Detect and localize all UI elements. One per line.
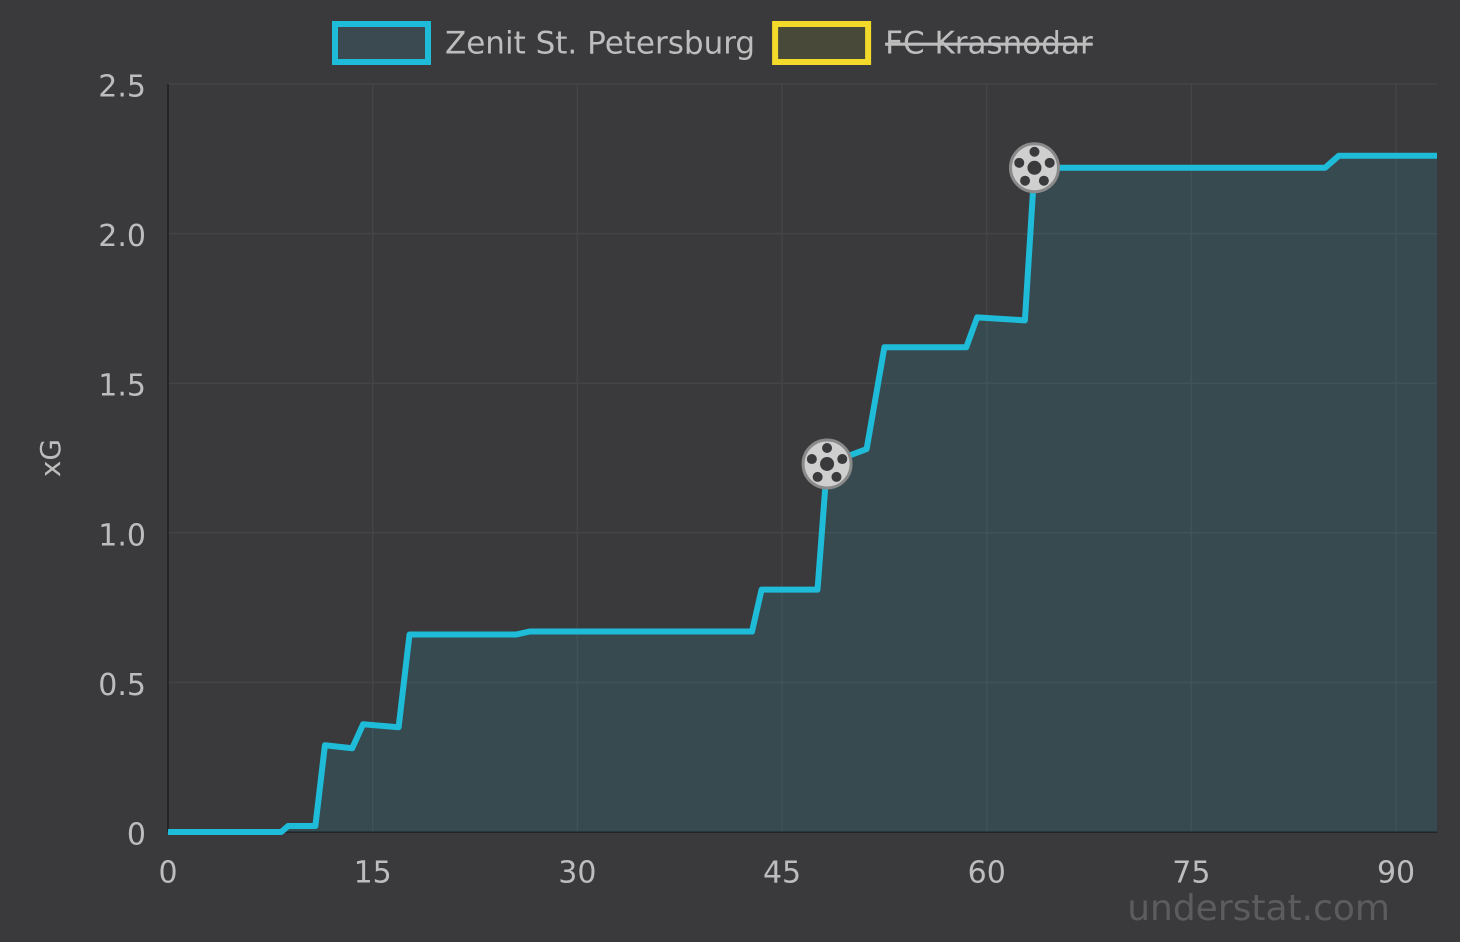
goal-marker-patch [837, 454, 848, 465]
goal-marker-patch [822, 442, 833, 453]
goal-marker-patch [806, 454, 817, 465]
legend-swatch [332, 21, 431, 65]
x-tick-label: 30 [558, 856, 596, 891]
goal-marker-patch [831, 471, 842, 482]
watermark: understat.com [1127, 888, 1390, 929]
y-tick-label: 1.0 [98, 518, 146, 553]
line [168, 152, 1437, 835]
legend-label[interactable]: Zenit St. Petersburg [445, 26, 755, 62]
x-tick-label: 15 [354, 856, 392, 891]
x-tick-label: 60 [968, 856, 1006, 891]
y-tick-label: 2.0 [98, 219, 146, 254]
x-tick-label: 0 [158, 856, 177, 891]
y-tick-label: 2.5 [98, 70, 146, 105]
goal-marker-patch [1044, 157, 1055, 168]
y-axis-label: xG [34, 439, 67, 477]
goal-marker-patch [812, 471, 823, 482]
y-tick-label: 0 [127, 818, 146, 853]
goal-marker-patch [1014, 157, 1025, 168]
area [168, 155, 1437, 833]
goal-marker-patch [1020, 175, 1031, 186]
y-tick-label: 0.5 [98, 668, 146, 703]
goal-marker-patch [1038, 175, 1049, 186]
x-tick-label: 90 [1377, 856, 1415, 891]
legend-label[interactable]: FC Krasnodar [885, 26, 1093, 62]
y-tick-label: 1.5 [98, 369, 146, 404]
legend-swatch [772, 21, 872, 65]
x-tick-label: 45 [763, 856, 801, 891]
x-tick-label: 75 [1172, 856, 1210, 891]
goal-marker-center [820, 456, 835, 471]
goal-marker-center [1027, 160, 1042, 175]
goal-marker-patch [1029, 146, 1040, 157]
